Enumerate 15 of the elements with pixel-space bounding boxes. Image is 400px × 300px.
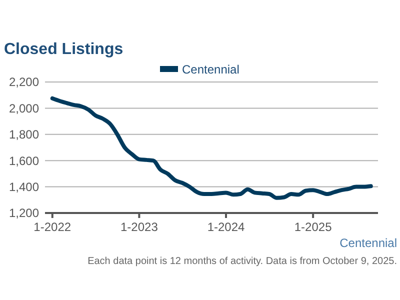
text: Each data point is 12 months of activity. Data is from October 9, 2025. <box>88 256 397 267</box>
x-tick-label: 1-2023 <box>120 220 158 234</box>
y-tick-label: 1,800 <box>8 128 40 142</box>
y-tick-label: 1,400 <box>8 180 40 194</box>
line-series <box>50 96 373 200</box>
legend-label: Centennial <box>182 62 240 77</box>
y-tick-label: 2,200 <box>8 75 40 90</box>
x-tick-label: 1-2025 <box>294 220 332 234</box>
text: Centennial <box>340 236 397 250</box>
y-tick-label: 1,600 <box>8 154 40 168</box>
x-tick-label: 1-2024 <box>207 220 246 234</box>
chart-title: Closed Listings <box>4 41 124 58</box>
x-tick-label: 1-2022 <box>34 220 72 234</box>
y-tick-label: 2,000 <box>8 101 40 116</box>
y-tick-label: 1,200 <box>8 206 40 220</box>
